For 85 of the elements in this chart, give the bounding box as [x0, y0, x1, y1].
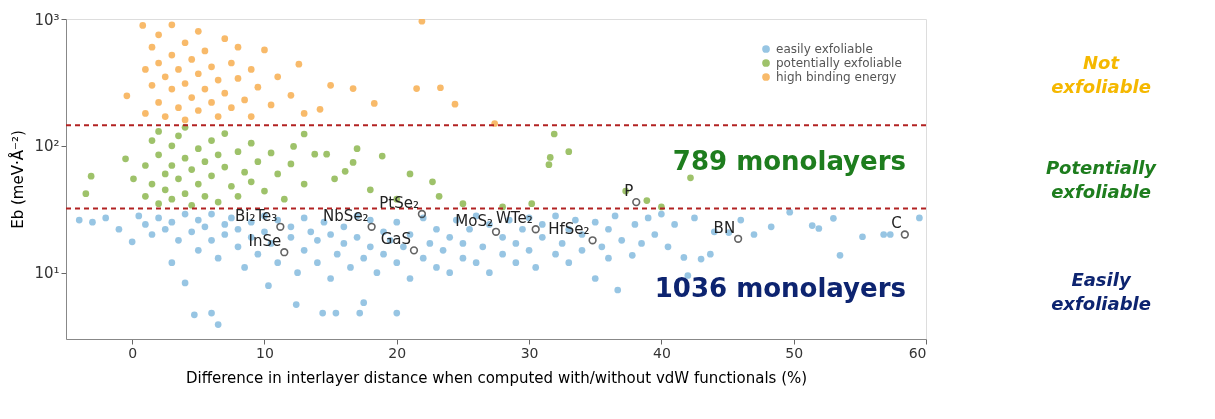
- point: [413, 85, 420, 92]
- point: [155, 99, 162, 106]
- annotation: WTe₂: [496, 209, 533, 228]
- point: [234, 75, 242, 82]
- annotation: PtSe₂: [379, 194, 419, 213]
- x-tick-label: 50: [785, 344, 804, 361]
- point: [228, 59, 235, 67]
- point: [254, 83, 262, 91]
- point: [437, 84, 444, 92]
- y-tick-label: 10²: [34, 137, 60, 156]
- point: [155, 31, 162, 39]
- legend-label: high binding energy: [776, 70, 897, 84]
- annotation: P: [624, 182, 634, 201]
- point: [418, 19, 426, 25]
- x-tick-label: 20: [388, 344, 407, 361]
- annotation: 789 monolayers: [672, 146, 906, 176]
- text: Potentially exfoliable: [1045, 157, 1158, 202]
- legend-label: easily exfoliable: [776, 42, 873, 56]
- point: [155, 59, 162, 67]
- point: [451, 100, 459, 108]
- legend-label: potentially exfoliable: [776, 56, 902, 70]
- x-tick-label: 40: [652, 344, 671, 361]
- x-axis-title: Difference in interlayer distance when computed with/without vdW functionals (%): [185, 368, 808, 387]
- point: [287, 92, 295, 99]
- annotation: InSe: [248, 232, 282, 251]
- annotation: GaS: [380, 230, 411, 249]
- point: [139, 22, 147, 29]
- point: [316, 105, 324, 113]
- annotation: Bi₂Te₃: [235, 206, 278, 225]
- point: [201, 47, 209, 55]
- point: [234, 43, 242, 51]
- annotation: MoS₂: [455, 211, 493, 230]
- point: [241, 96, 248, 104]
- point: [168, 21, 176, 29]
- point: [247, 113, 255, 120]
- annotation: HfSe₂: [548, 220, 590, 239]
- point: [370, 100, 378, 107]
- point: [300, 110, 308, 117]
- annotation: NbSe₂: [323, 206, 369, 225]
- point: [221, 35, 229, 42]
- point: [295, 60, 303, 68]
- point: [142, 66, 149, 73]
- point: [201, 85, 209, 93]
- point: [181, 80, 189, 87]
- point: [247, 66, 255, 73]
- point: [261, 46, 268, 54]
- point: [274, 73, 282, 81]
- x-tick-label: 30: [520, 344, 539, 361]
- x-tick-label: 10: [256, 344, 274, 361]
- point: [228, 104, 235, 111]
- annotation: 1036 monolayers: [654, 273, 906, 303]
- point: [349, 85, 357, 92]
- point: [161, 113, 169, 120]
- point: [148, 81, 156, 89]
- point: [181, 39, 189, 47]
- text: Not exfoliable: [1051, 52, 1151, 97]
- annotation: BN: [713, 218, 736, 237]
- annotation: C: [891, 214, 902, 233]
- point: [208, 99, 215, 106]
- point: [148, 43, 156, 51]
- point: [175, 66, 182, 73]
- point: [194, 27, 202, 35]
- text: Easily exfoliable: [1051, 269, 1151, 314]
- point: [123, 92, 131, 100]
- point: [327, 81, 334, 89]
- y-axis-title: Eb (meV·Å⁻²): [8, 130, 28, 229]
- point: [194, 70, 202, 78]
- point: [208, 63, 215, 71]
- point: [161, 73, 169, 81]
- point: [188, 94, 196, 101]
- point: [188, 56, 196, 63]
- point: [168, 51, 176, 59]
- y-tick-label: 10¹: [34, 264, 60, 283]
- y-tick-label: 10³: [34, 10, 60, 29]
- x-tick-label: 0: [128, 344, 138, 361]
- point: [181, 116, 189, 124]
- point: [168, 85, 176, 93]
- point: [142, 110, 149, 117]
- point: [175, 104, 182, 111]
- point: [214, 76, 222, 84]
- point: [194, 107, 202, 114]
- x-tick-label: 60: [908, 344, 927, 361]
- point: [267, 101, 275, 109]
- point: [221, 89, 229, 97]
- point: [214, 113, 222, 120]
